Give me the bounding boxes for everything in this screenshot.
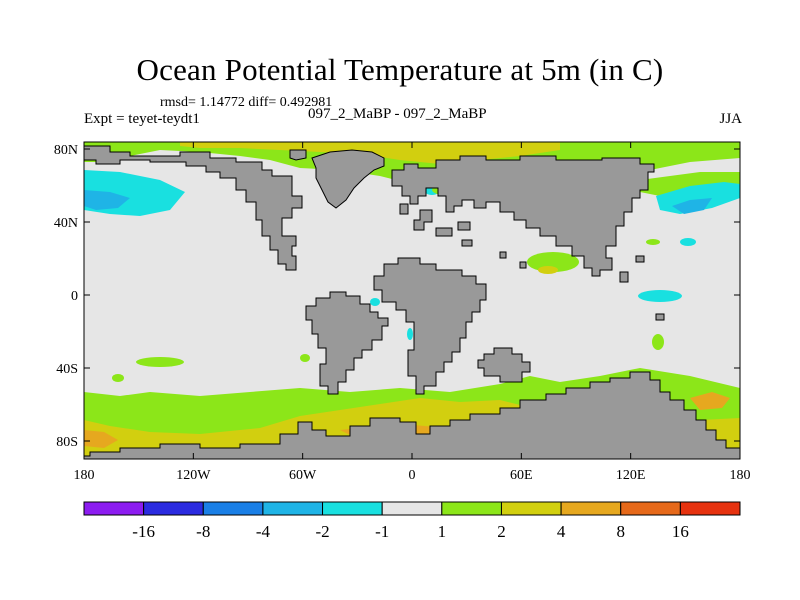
x-tick-label: 180 <box>74 468 95 483</box>
colorbar-label: 4 <box>557 522 566 541</box>
colorbar-label: -4 <box>256 522 271 541</box>
x-axis: 180 120W 60W 0 60E 120E 180 <box>74 142 751 483</box>
anomaly-warm-patch <box>112 374 124 382</box>
map-field <box>84 142 740 459</box>
anomaly-cold-nw-core <box>84 190 130 210</box>
x-tick-label: 60W <box>289 468 317 483</box>
colorbar-swatch <box>381 501 443 516</box>
colorbar-label: -2 <box>315 522 329 541</box>
land-south-america <box>305 291 389 395</box>
anomaly-warm-patch <box>538 266 558 274</box>
y-tick-label: 40N <box>54 216 78 231</box>
chart-title: Ocean Potential Temperature at 5m (in C) <box>136 52 664 87</box>
anomaly-warm-patch <box>300 354 310 362</box>
land-island <box>619 271 629 283</box>
colorbar-swatch <box>202 501 264 516</box>
anomaly-south-orange <box>84 430 118 448</box>
colorbar-label: -16 <box>132 522 155 541</box>
colorbar-label: 1 <box>438 522 447 541</box>
colorbar: -16 -8 -4 -2 -1 1 2 4 8 16 <box>83 501 741 541</box>
y-tick-label: 80N <box>54 143 78 158</box>
anomaly-north-green-2 <box>640 172 740 196</box>
land-eurasia <box>391 155 655 277</box>
land-arctic-islands <box>289 149 307 161</box>
land-masses <box>84 145 740 459</box>
anomaly-warm-patch <box>652 334 664 350</box>
colorbar-swatch <box>679 501 741 516</box>
x-tick-label: 120W <box>176 468 211 483</box>
anomaly-cold-patch <box>407 328 413 340</box>
x-tick-label: 0 <box>409 468 416 483</box>
land-australia <box>477 347 531 383</box>
x-tick-label: 120E <box>616 468 646 483</box>
x-tick-label: 60E <box>510 468 533 483</box>
land-europe-small <box>413 209 433 231</box>
colorbar-swatch <box>143 501 204 516</box>
anomaly-cold-patch <box>370 298 380 306</box>
colorbar-swatch <box>322 501 383 516</box>
land-greenland <box>311 149 385 209</box>
colorbar-label: 2 <box>497 522 506 541</box>
colorbar-swatch <box>441 501 502 516</box>
anomaly-cold-patch <box>638 290 682 302</box>
land-island <box>435 227 453 237</box>
y-tick-label: 40S <box>56 362 78 377</box>
land-uk <box>399 203 409 215</box>
colorbar-label: 8 <box>616 522 625 541</box>
colorbar-swatch <box>83 501 145 516</box>
anomaly-south-orange-2 <box>690 392 730 410</box>
colorbar-swatch <box>560 501 622 516</box>
case-label: 097_2_MaBP - 097_2_MaBP <box>308 106 487 122</box>
x-tick-label: 180 <box>730 468 751 483</box>
land-africa <box>373 257 487 395</box>
anomaly-warm-patch <box>136 357 184 367</box>
land-island <box>635 255 645 263</box>
stats-line: rmsd= 1.14772 diff= 0.492981 <box>160 95 333 110</box>
season-label: JJA <box>719 111 742 127</box>
land-island <box>457 221 471 231</box>
anomaly-cold-ne-core <box>672 198 712 214</box>
land-island <box>499 251 507 259</box>
experiment-label: Expt = teyet-teydt1 <box>84 111 200 127</box>
colorbar-swatch <box>620 501 681 516</box>
land-island <box>519 261 527 269</box>
colorbar-label: -8 <box>196 522 210 541</box>
colorbar-label: 16 <box>672 522 689 541</box>
land-north-america <box>84 145 303 271</box>
land-island <box>655 313 665 321</box>
y-tick-label: 80S <box>56 435 78 450</box>
colorbar-label: -1 <box>375 522 389 541</box>
land-island <box>461 239 473 247</box>
colorbar-swatch <box>500 501 562 516</box>
colorbar-swatch <box>262 501 324 516</box>
anomaly-warm-patch <box>527 252 579 272</box>
y-tick-label: 0 <box>71 289 78 304</box>
anomaly-cold-patch <box>680 238 696 246</box>
y-axis: 80N 40N 0 40S 80S <box>54 143 740 450</box>
anomaly-warm-patch <box>646 239 660 245</box>
land-antarctica <box>84 371 740 459</box>
